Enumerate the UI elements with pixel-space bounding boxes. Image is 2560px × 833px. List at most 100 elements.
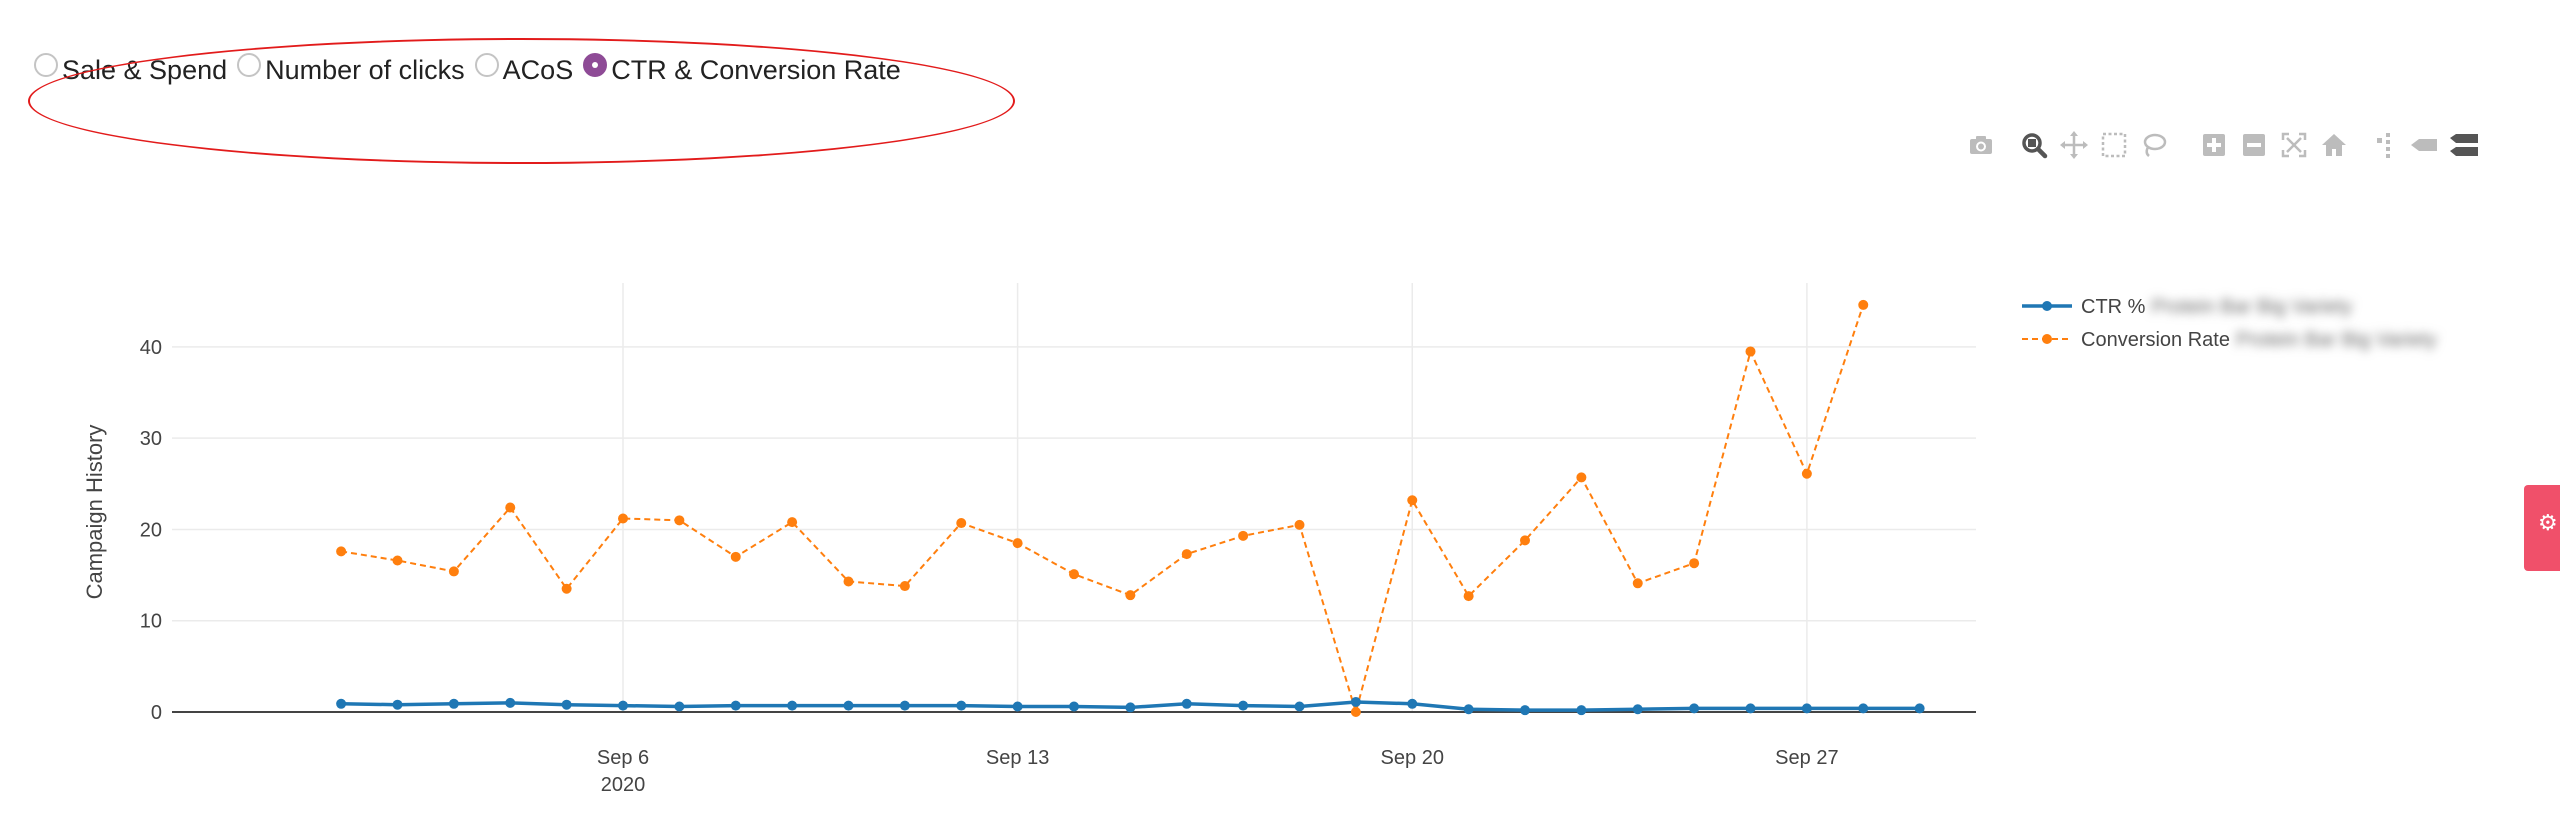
data-point [1181,549,1192,560]
data-point [505,697,516,708]
data-point [1801,703,1812,714]
data-point [1689,558,1700,569]
data-point [1745,346,1756,357]
data-point [1238,530,1249,541]
data-point [1294,519,1305,530]
data-point [336,698,347,709]
data-point [1350,707,1361,717]
lasso-select-icon[interactable] [2139,130,2169,160]
data-point [1520,535,1530,546]
data-point [843,700,854,711]
camera-icon[interactable] [1966,130,1996,160]
data-point [674,701,685,712]
data-point [899,581,910,592]
legend-label-blurred: Protein Bar Big Variety [2236,329,2437,351]
data-point [1125,590,1136,601]
data-point [1576,472,1587,483]
data-point [1069,569,1079,580]
data-point [448,698,459,709]
data-point [1294,701,1305,712]
x-tick-label: Sep 6 [597,747,649,769]
zoom-icon[interactable] [2019,130,2049,160]
data-point [1858,299,1869,310]
gear-icon: ⚙ [2538,511,2558,536]
data-point [1914,703,1925,714]
series-conversion-rate [336,299,1869,717]
data-point [730,700,741,711]
data-point [1012,701,1023,712]
data-point [1181,698,1192,709]
radio-circle[interactable] [34,52,58,77]
chart-series [336,299,1925,717]
radio-label: Number of clicks [265,55,465,85]
x-axis-ticks: Sep 6 2020 Sep 13 Sep 20 Sep 27 [597,747,1839,796]
legend-label-blurred: Protein Bar Big Variety [2151,296,2352,318]
autoscale-icon[interactable] [2279,130,2309,160]
data-point [1632,578,1643,589]
data-point [448,566,459,577]
data-point [956,518,967,529]
data-point [1012,538,1023,549]
radio-ctr-conversion-rate[interactable]: CTR & Conversion Rate [583,52,911,86]
y-axis-ticks: 0 10 20 30 40 [140,337,162,724]
data-point [1576,705,1587,716]
x-tick-label: Sep 20 [1381,747,1444,769]
side-settings-tab[interactable]: ⚙ [2524,485,2560,571]
data-point [561,699,572,710]
data-point [505,502,516,513]
y-tick-label: 40 [140,337,162,359]
data-point [674,515,685,526]
y-tick-label: 10 [140,611,162,633]
data-point [787,517,798,528]
radio-circle-checked[interactable] [583,52,608,77]
y-tick-label: 0 [151,702,162,724]
radio-acos[interactable]: ACoS [474,52,584,86]
box-select-icon[interactable] [2099,130,2129,160]
legend-swatch-marker [2042,334,2052,344]
series-ctr [336,696,1925,716]
x-tick-label: Sep 13 [986,747,1049,769]
spike-lines-icon[interactable] [2369,130,2399,160]
zoom-out-icon[interactable] [2239,130,2269,160]
legend-swatch-marker [2042,301,2052,311]
radio-sale-spend[interactable]: Sale & Spend [34,52,237,86]
y-tick-label: 20 [140,519,162,541]
chart-grid [172,283,1976,712]
series-line [340,304,1865,716]
data-point [1350,696,1361,707]
data-point [899,700,910,711]
data-point [336,546,347,557]
pan-icon[interactable] [2059,130,2089,160]
radio-label: Sale & Spend [62,55,228,85]
data-point [1689,703,1700,714]
data-point [618,513,628,524]
data-point [843,576,854,587]
data-point [1801,468,1812,479]
data-point [1463,704,1474,715]
radio-circle[interactable] [237,52,262,77]
data-point [1745,703,1756,714]
legend-label: Conversion Rate [2081,329,2230,351]
data-point [1238,700,1249,711]
data-point [618,700,628,711]
radio-circle[interactable] [474,52,499,77]
data-point [1069,701,1079,712]
data-point [1520,705,1530,716]
radio-number-of-clicks[interactable]: Number of clicks [237,52,475,86]
data-point [1858,703,1869,714]
chart-modebar [1966,130,2486,160]
legend-label: CTR % [2081,296,2146,318]
data-point [1407,495,1418,506]
data-point [392,555,403,566]
hover-closest-icon[interactable] [2409,130,2439,160]
zoom-in-icon[interactable] [2199,130,2229,160]
data-point [1125,702,1136,713]
data-point [1463,591,1474,602]
hover-compare-icon[interactable] [2449,130,2479,160]
data-point [787,700,798,711]
data-point [730,551,741,562]
reset-axes-icon[interactable] [2319,130,2349,160]
data-point [956,700,967,711]
